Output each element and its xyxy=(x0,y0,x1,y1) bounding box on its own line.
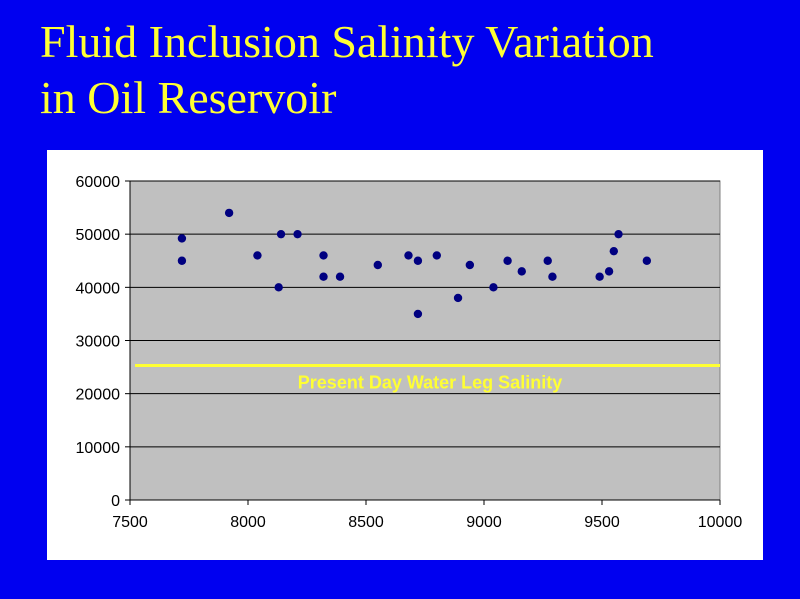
x-tick-label: 8000 xyxy=(230,514,266,531)
data-points xyxy=(177,208,652,319)
data-point xyxy=(453,293,463,303)
data-point xyxy=(489,283,498,292)
y-tick-label: 20000 xyxy=(76,387,121,404)
x-tick-label: 9500 xyxy=(584,514,620,531)
y-tick-label: 30000 xyxy=(76,334,121,351)
data-point xyxy=(413,309,423,319)
y-tick-label: 0 xyxy=(111,493,120,510)
slide-title: Fluid Inclusion Salinity Variation in Oi… xyxy=(40,14,780,126)
y-tick-label: 10000 xyxy=(76,440,121,457)
x-tick-label: 9000 xyxy=(466,514,502,531)
data-point xyxy=(413,256,423,265)
data-point xyxy=(517,267,526,276)
data-point xyxy=(543,256,552,265)
x-tick-label: 7500 xyxy=(112,514,148,531)
x-tick-label: 10000 xyxy=(698,514,743,531)
data-point xyxy=(253,251,262,260)
x-tick-label: 8500 xyxy=(348,514,384,531)
y-tick-label: 50000 xyxy=(76,227,121,244)
data-point xyxy=(548,272,557,281)
data-point xyxy=(595,272,604,281)
data-point xyxy=(614,229,623,239)
data-point xyxy=(465,260,475,270)
y-tick-label: 40000 xyxy=(76,280,121,297)
data-point xyxy=(224,208,234,218)
y-axis: 0 10000 20000 30000 40000 50000 60000 xyxy=(76,174,131,510)
y-tick-label: 60000 xyxy=(76,174,121,191)
data-point xyxy=(609,246,618,256)
data-point xyxy=(503,256,512,265)
data-point xyxy=(319,272,328,281)
data-point xyxy=(432,251,441,260)
data-point xyxy=(274,283,283,292)
slide-title-line-1: Fluid Inclusion Salinity Variation xyxy=(40,16,654,67)
reference-line-group: Present Day Water Leg Salinity xyxy=(135,363,720,392)
slide-title-line-2: in Oil Reservoir xyxy=(40,72,337,123)
data-point xyxy=(604,267,614,276)
data-point xyxy=(177,234,187,243)
data-point xyxy=(276,229,286,239)
data-point xyxy=(642,256,652,265)
data-point xyxy=(293,229,302,239)
data-point xyxy=(404,251,413,260)
data-point xyxy=(177,256,187,265)
x-axis: 7500 8000 8500 9000 9500 10000 xyxy=(112,499,743,531)
data-point xyxy=(373,260,382,270)
reference-line-label: Present Day Water Leg Salinity xyxy=(298,372,562,392)
data-point xyxy=(335,272,345,281)
data-point xyxy=(319,251,328,260)
